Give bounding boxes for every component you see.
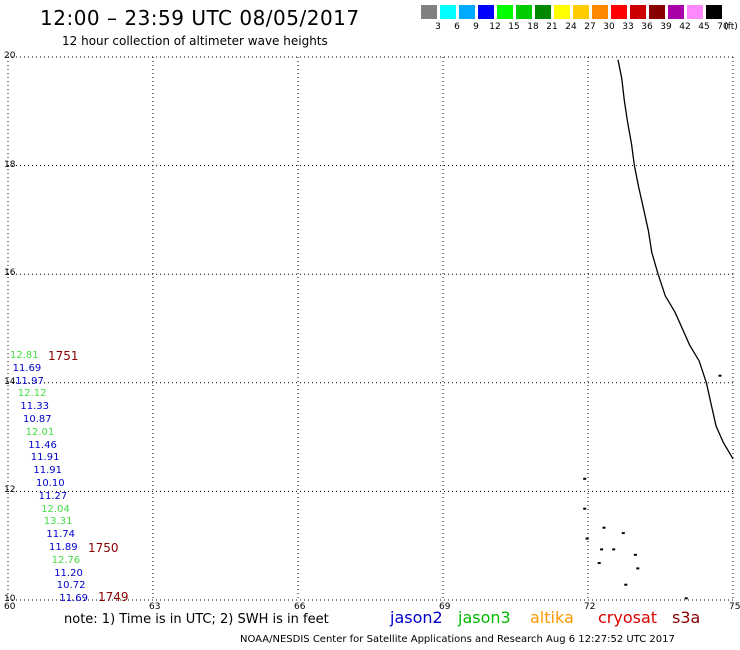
coastline	[617, 59, 734, 460]
longitude-tick-label: 66	[294, 602, 306, 612]
colorbar-swatch	[459, 5, 475, 19]
wave-height-observation: 11.27	[38, 490, 68, 502]
latitude-tick-label: 20	[4, 51, 16, 61]
latitude-tick-label: 14	[4, 376, 16, 387]
colorbar-label: 39	[660, 22, 672, 32]
wave-height-observation: 11.69	[59, 593, 89, 605]
credit-footer: NOAA/NESDIS Center for Satellite Applica…	[240, 634, 675, 645]
island	[597, 562, 601, 564]
latitude-tick-label: 10	[4, 594, 16, 604]
colorbar-label: 24	[565, 22, 577, 32]
wave-height-observation: 11.97	[15, 375, 44, 387]
wave-height-observation: 11.89	[49, 542, 78, 553]
island	[684, 597, 688, 600]
wave-height-observation: 12.01	[25, 426, 55, 438]
wave-height-observation: 13.31	[43, 516, 73, 528]
wave-height-observation: 11.69	[12, 362, 42, 374]
colorbar-swatch	[687, 5, 703, 19]
wave-height-observation: 11.46	[28, 439, 57, 451]
wave-height-observation: 10.72	[56, 580, 86, 592]
island	[621, 532, 625, 535]
time-stamp-1751: 1751	[48, 349, 79, 363]
wave-height-observation: 10.87	[23, 414, 52, 425]
island	[583, 507, 587, 510]
satellite-legend-cryosat: cryosat	[598, 608, 658, 627]
wave-height-observation: 12.12	[17, 388, 47, 400]
latitude-tick-label: 12	[4, 485, 16, 496]
colorbar-label: 15	[508, 22, 520, 32]
island	[602, 526, 606, 529]
time-stamp-1749: 1749	[98, 590, 129, 604]
wave-height-observation: 11.91	[30, 452, 60, 464]
longitude-tick-label: 72	[584, 602, 596, 612]
colorbar-label: 30	[603, 22, 615, 32]
island	[718, 374, 722, 377]
satellite-legend-jason2: jason2	[390, 608, 443, 627]
colorbar-label: 21	[546, 22, 558, 32]
colorbar-label: 9	[473, 22, 479, 32]
colorbar-swatch	[535, 5, 551, 19]
map-title: 12:00 – 23:59 UTC 08/05/2017	[40, 6, 360, 30]
longitude-tick-label: 63	[149, 602, 161, 612]
island	[585, 537, 589, 540]
colorbar-swatch	[592, 5, 608, 19]
satellite-legend-altika: altika	[530, 608, 574, 627]
colorbar-swatch	[573, 5, 589, 19]
colorbar-swatch	[611, 5, 627, 19]
longitude-tick-label: 75	[729, 602, 740, 612]
wave-height-observation: 12.76	[51, 554, 81, 566]
colorbar-label: 33	[622, 22, 634, 32]
colorbar-swatch	[554, 5, 570, 19]
units-note: note: 1) Time is in UTC; 2) SWH is in fe…	[64, 612, 329, 627]
longitude-tick-label: 69	[439, 602, 451, 612]
island	[583, 477, 587, 480]
island	[624, 583, 628, 586]
colorbar-label: 27	[584, 22, 596, 32]
island	[600, 548, 604, 551]
colorbar-swatch	[668, 5, 684, 19]
time-stamp-1750: 1750	[88, 541, 119, 555]
wave-height-observation: 11.20	[54, 567, 83, 579]
colorbar-label: 70	[717, 22, 729, 32]
satellite-legend-jason3: jason3	[458, 608, 511, 627]
colorbar-swatch	[421, 5, 437, 19]
colorbar-swatch	[706, 5, 722, 19]
colorbar-label: 42	[679, 22, 691, 32]
colorbar-label: 6	[454, 22, 460, 32]
colorbar-label: 12	[489, 22, 501, 32]
wave-height-observation: 12.81	[10, 350, 39, 361]
colorbar-swatch	[478, 5, 494, 19]
map-subtitle: 12 hour collection of altimeter wave hei…	[62, 34, 328, 48]
colorbar-swatch	[630, 5, 646, 19]
colorbar-label: 3	[435, 22, 441, 32]
latitude-tick-label: 16	[4, 268, 16, 279]
wave-height-observation: 10.10	[36, 478, 65, 489]
wave-height-observation: 11.74	[46, 529, 76, 541]
colorbar-swatch	[516, 5, 532, 19]
colorbar-unit: (ft)	[724, 22, 738, 32]
satellite-legend-s3a: s3a	[672, 608, 701, 627]
island	[633, 553, 637, 556]
colorbar-label: 18	[527, 22, 539, 32]
wave-height-observation: 11.91	[33, 465, 63, 477]
island	[636, 567, 640, 570]
wave-height-observation: 12.04	[41, 503, 70, 515]
colorbar-swatch	[440, 5, 456, 19]
colorbar-swatch	[649, 5, 665, 19]
wave-height-observation: 11.33	[20, 401, 50, 413]
latitude-tick-label: 18	[4, 159, 16, 170]
longitude-tick-label: 60	[4, 602, 16, 612]
colorbar-label: 45	[698, 22, 710, 32]
colorbar-label: 36	[641, 22, 653, 32]
colorbar-swatch	[497, 5, 513, 19]
island	[612, 548, 616, 551]
